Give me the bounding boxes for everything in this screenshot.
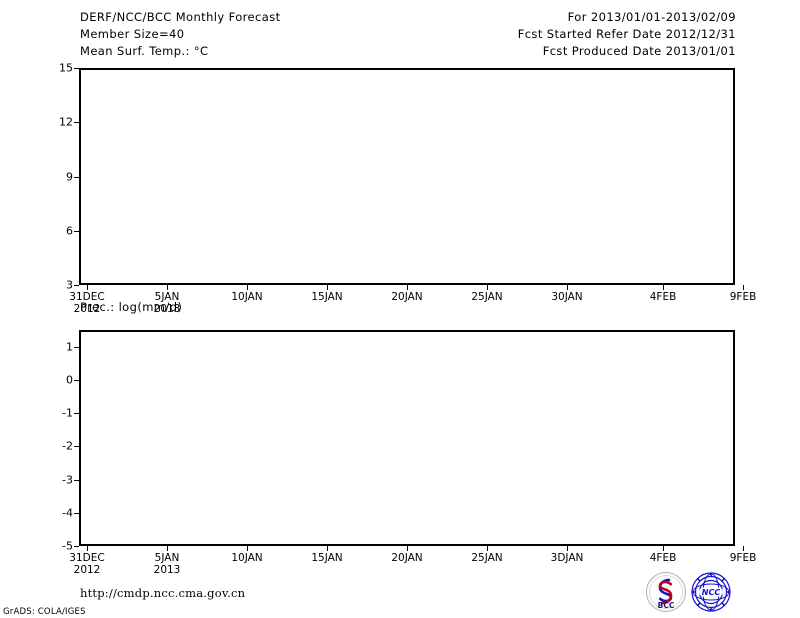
x-axis-tick-label: 30JAN xyxy=(551,291,583,303)
x-axis-tick-year: 2013 xyxy=(153,564,181,576)
y-axis-tick-label: 3 xyxy=(66,278,73,292)
x-axis-tick-year: 2012 xyxy=(73,303,101,315)
x-axis-tick-mark xyxy=(663,285,664,290)
y-axis-tick-label: -3 xyxy=(62,473,73,487)
forecast-start-label: Fcst Started Refer Date 2012/12/31 xyxy=(517,27,736,41)
y-axis-tick-mark xyxy=(74,285,79,286)
x-axis-tick-mark xyxy=(487,546,488,551)
y-axis-tick-mark xyxy=(74,479,79,481)
forecast-range-label: For 2013/01/01-2013/02/09 xyxy=(567,10,736,24)
y-axis-tick-mark xyxy=(74,379,79,381)
x-axis-tick: 5JAN 2013 xyxy=(154,291,181,315)
y-axis-tick-label: -5 xyxy=(62,539,73,553)
x-axis-tick: 4FEB xyxy=(650,552,677,564)
x-axis-tick: 31DEC 2012 xyxy=(69,291,104,315)
bcc-logo: BCC xyxy=(645,571,687,613)
y-axis-tick-mark xyxy=(74,68,79,69)
cmdp-website-link[interactable]: http://cmdp.ncc.cma.gov.cn xyxy=(80,586,246,600)
x-axis-tick-label: 31DEC xyxy=(69,291,105,303)
x-axis-tick: 15JAN xyxy=(311,552,342,564)
x-axis-tick-mark xyxy=(743,546,744,551)
x-axis-tick: 15JAN xyxy=(311,291,342,303)
x-axis-tick-mark xyxy=(327,546,328,551)
x-axis-tick: 3DJAN xyxy=(551,552,584,564)
member-size-label: Member Size=40 xyxy=(80,27,185,41)
x-axis-tick-year: 2012 xyxy=(73,564,101,576)
page-title: DERF/NCC/BCC Monthly Forecast xyxy=(80,10,281,24)
x-axis-tick-mark xyxy=(567,285,568,290)
ncc-logo-text: NCC xyxy=(702,588,721,597)
x-axis-tick: 10JAN xyxy=(231,552,262,564)
ncc-logo: NCC xyxy=(690,571,732,613)
x-axis-tick-mark xyxy=(247,285,248,290)
x-axis-tick-mark xyxy=(247,546,248,551)
x-axis-tick-mark xyxy=(663,546,664,551)
y-axis-tick-mark xyxy=(74,346,79,348)
x-axis-tick-label: 25JAN xyxy=(471,291,503,303)
x-axis-tick-label: 25JAN xyxy=(471,552,503,564)
temperature-plot-area xyxy=(79,68,735,285)
x-axis-tick-label: 5JAN xyxy=(154,291,180,303)
y-axis-tick-label: 0 xyxy=(66,373,73,387)
grads-credit: GrADS: COLA/IGES xyxy=(3,607,86,617)
y-axis-tick-label: 6 xyxy=(66,224,73,238)
x-axis-tick: 31DEC 2012 xyxy=(69,552,104,576)
x-axis-tick-mark xyxy=(87,546,88,551)
y-axis-tick-mark xyxy=(74,446,79,448)
x-axis-tick: 20JAN xyxy=(391,291,422,303)
bcc-logo-text: BCC xyxy=(658,601,675,610)
y-axis-tick-label: 15 xyxy=(59,61,73,75)
y-axis-tick-mark xyxy=(74,512,79,514)
y-axis-tick-mark xyxy=(74,413,79,415)
y-axis-tick-mark xyxy=(74,176,79,178)
x-axis-tick-label: 20JAN xyxy=(391,552,423,564)
temperature-panel-label: Mean Surf. Temp.: °C xyxy=(80,44,209,58)
y-axis-tick-label: 1 xyxy=(66,340,73,354)
x-axis-tick-mark xyxy=(87,285,88,290)
x-axis-tick: 4FEB xyxy=(650,291,677,303)
x-axis-tick-mark xyxy=(407,285,408,290)
x-axis-tick-mark xyxy=(487,285,488,290)
x-axis-tick-year: 2013 xyxy=(153,303,181,315)
x-axis-tick: 20JAN xyxy=(391,552,422,564)
y-axis-tick-mark xyxy=(74,122,79,124)
x-axis-tick-mark xyxy=(407,546,408,551)
forecast-produced-label: Fcst Produced Date 2013/01/01 xyxy=(542,44,736,58)
y-axis-tick-mark xyxy=(74,546,79,547)
precipitation-panel-label: Prec.: log(mm/d) xyxy=(80,300,183,314)
x-axis-tick-label: 4FEB xyxy=(649,291,677,303)
x-axis-tick-label: 10JAN xyxy=(231,291,263,303)
y-axis-tick-label: -1 xyxy=(62,406,73,420)
y-axis-tick-label: -2 xyxy=(62,439,73,453)
x-axis-tick-label: 4FEB xyxy=(649,552,677,564)
x-axis-tick-label: 15JAN xyxy=(311,552,343,564)
y-axis-tick-label: 9 xyxy=(66,170,73,183)
temperature-chart-panel: 3 6 9 12 15 31DEC 2012 5JAN 2013 10JAN 15JAN 20JAN 2… xyxy=(59,62,756,316)
y-axis-tick-label: 12 xyxy=(59,115,73,129)
x-axis-tick-label: 3DJAN xyxy=(550,552,584,564)
x-axis-tick-label: 5JAN xyxy=(154,552,180,564)
x-axis-tick-label: 15JAN xyxy=(311,291,343,303)
x-axis-tick: 30JAN xyxy=(551,291,582,303)
x-axis-tick-mark xyxy=(167,285,168,290)
y-axis-tick-label: -4 xyxy=(62,506,73,520)
x-axis-tick: 5JAN 2013 xyxy=(154,552,181,576)
x-axis-tick: 9FEB xyxy=(730,291,757,303)
x-axis-tick: 10JAN xyxy=(231,291,262,303)
x-axis-tick-mark xyxy=(327,285,328,290)
x-axis-tick: 25JAN xyxy=(471,552,502,564)
y-axis-tick-mark xyxy=(74,230,79,232)
x-axis-tick-label: 20JAN xyxy=(391,291,423,303)
x-axis-tick-label: 31DEC xyxy=(69,552,105,564)
x-axis-tick-mark xyxy=(567,546,568,551)
precipitation-chart-panel: 1 0 -1 -2 -3 -4 -5 31DEC 2012 5JAN 2013 10JAN 15JAN 2… xyxy=(62,330,756,576)
x-axis-tick-label: 10JAN xyxy=(231,552,263,564)
x-axis-tick-label: 9FEB xyxy=(729,291,757,303)
precipitation-plot-area xyxy=(79,330,735,546)
x-axis-tick: 25JAN xyxy=(471,291,502,303)
x-axis-tick-label: 9FEB xyxy=(729,552,757,564)
x-axis-tick-mark xyxy=(743,285,744,290)
x-axis-tick-mark xyxy=(167,546,168,551)
x-axis-tick: 9FEB xyxy=(730,552,757,564)
